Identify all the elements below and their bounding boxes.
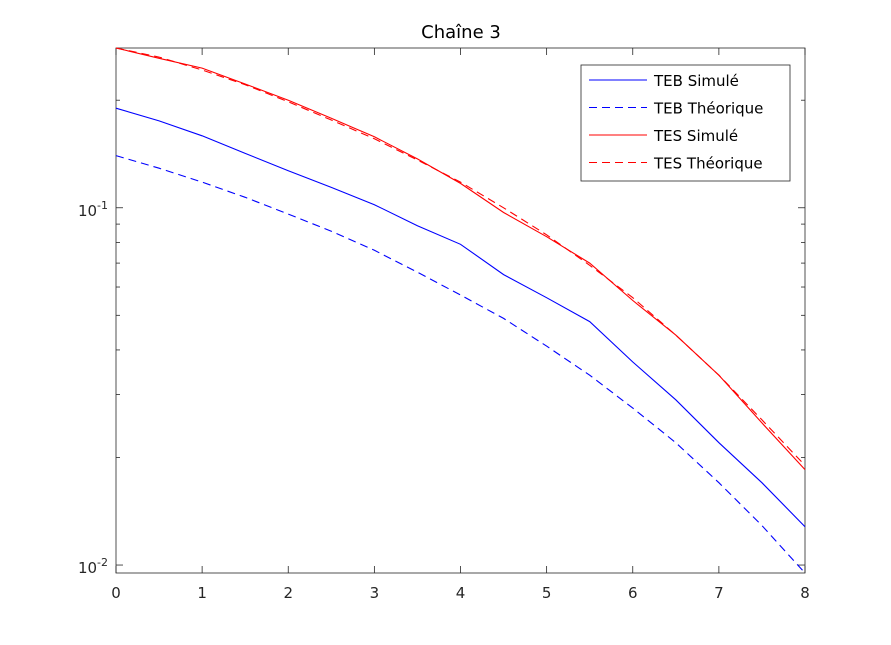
legend: TEB Simulé TEB Théorique TES Simulé TES Thé… (580, 64, 791, 182)
y-tick-label: 10-1 (78, 199, 108, 220)
x-tick-label: 4 (456, 584, 466, 602)
plot-area (115, 47, 806, 574)
y-tick-label: 10-2 (78, 556, 108, 577)
chart-title: Chaîne 3 (421, 22, 501, 43)
legend-box (580, 64, 791, 182)
legend-label: TES Simulé (653, 127, 738, 145)
x-tick-label: 1 (197, 584, 207, 602)
x-tick-label: 6 (628, 584, 638, 602)
x-tick-label: 7 (714, 584, 724, 602)
legend-label: TEB Simulé (653, 72, 739, 90)
x-tick-label: 5 (542, 584, 552, 602)
x-tick-label: 2 (283, 584, 293, 602)
series-line (115, 47, 806, 466)
x-tick-label: 8 (800, 584, 810, 602)
series-line (115, 107, 806, 528)
y-axis: 10-1 10-2 (78, 99, 805, 577)
x-tick-label: 0 (111, 584, 121, 602)
x-axis: 0 1 2 3 4 5 6 7 8 (111, 48, 810, 602)
legend-label: TEB Théorique (653, 100, 763, 118)
legend-label: TES Théorique (653, 155, 763, 173)
x-tick-label: 3 (370, 584, 380, 602)
series-line (115, 155, 806, 574)
